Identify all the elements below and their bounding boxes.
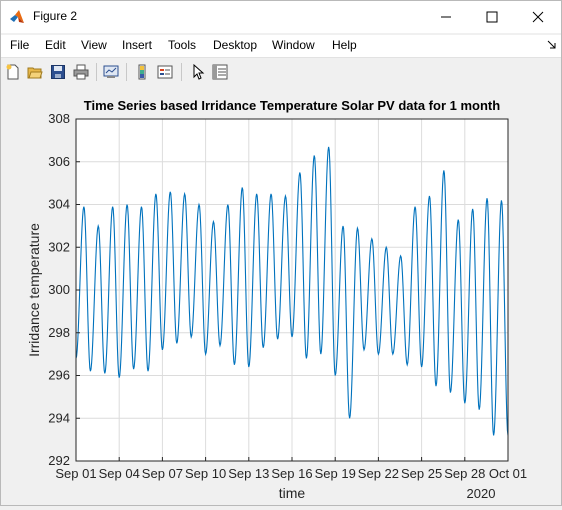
x-tick-label: Sep 25	[401, 466, 442, 481]
menu-insert[interactable]: Insert	[122, 38, 153, 52]
y-tick-label: 300	[48, 282, 70, 297]
matlab-logo-icon	[9, 9, 25, 25]
maximize-button[interactable]	[469, 1, 515, 33]
y-tick-label: 306	[48, 154, 70, 169]
colorbar-icon[interactable]	[132, 62, 152, 82]
menu-help[interactable]: Help	[332, 38, 357, 52]
figure-canvas: 292 294 296 298 300 302 304 306 308 Sep 01 Sep 04 S…	[1, 87, 561, 505]
menu-view[interactable]: View	[81, 38, 107, 52]
x-tick-label: Oct 01	[489, 466, 527, 481]
x-axis-label: time	[279, 485, 306, 501]
x-tick-label: Sep 13	[228, 466, 269, 481]
series-line	[75, 146, 509, 436]
menu-bar: File Edit View Insert Tools Desktop Wind…	[1, 35, 561, 57]
y-tick-label: 304	[48, 197, 70, 212]
legend-icon[interactable]	[155, 62, 175, 82]
minimize-icon	[441, 16, 451, 18]
dock-arrow-icon[interactable]	[547, 39, 557, 53]
x-year-label: 2020	[467, 486, 496, 501]
title-bar[interactable]: Figure 2	[1, 1, 561, 33]
link-plot-icon[interactable]	[101, 62, 121, 82]
x-tick-label: Sep 19	[315, 466, 356, 481]
chart-title: Time Series based Irridance Temperature …	[84, 98, 500, 113]
print-icon[interactable]	[71, 62, 91, 82]
property-inspector-icon[interactable]	[210, 62, 230, 82]
y-tick-label: 296	[48, 368, 70, 383]
pointer-icon[interactable]	[188, 62, 208, 82]
close-icon	[532, 11, 544, 23]
figure-toolbar	[1, 57, 561, 86]
menu-desktop[interactable]: Desktop	[213, 38, 258, 52]
save-icon[interactable]	[48, 62, 68, 82]
y-tick-label: 298	[48, 325, 70, 340]
open-file-icon[interactable]	[25, 62, 45, 82]
menu-tools[interactable]: Tools	[168, 38, 197, 52]
y-axis-label: Irridance temperature	[26, 223, 42, 357]
y-tick-label: 302	[48, 239, 70, 254]
x-tick-label: Sep 16	[271, 466, 312, 481]
y-tick-label: 294	[48, 410, 70, 425]
window-title: Figure 2	[33, 9, 78, 23]
x-tick-label: Sep 10	[185, 466, 226, 481]
x-tick-label: Sep 28	[444, 466, 485, 481]
x-tick-label: Sep 22	[358, 466, 399, 481]
menu-edit[interactable]: Edit	[45, 38, 66, 52]
menu-file[interactable]: File	[10, 38, 30, 52]
x-tick-label: Sep 01	[55, 466, 96, 481]
minimize-button[interactable]	[423, 1, 469, 33]
maximize-icon	[486, 11, 498, 23]
x-tick-label: Sep 04	[99, 466, 140, 481]
close-button[interactable]	[515, 1, 561, 33]
series-group	[75, 146, 509, 436]
new-figure-icon[interactable]	[3, 62, 23, 82]
x-tick-label: Sep 07	[142, 466, 183, 481]
y-tick-label: 292	[48, 453, 70, 468]
y-tick-label: 308	[48, 111, 70, 126]
menu-window[interactable]: Window	[272, 38, 315, 52]
